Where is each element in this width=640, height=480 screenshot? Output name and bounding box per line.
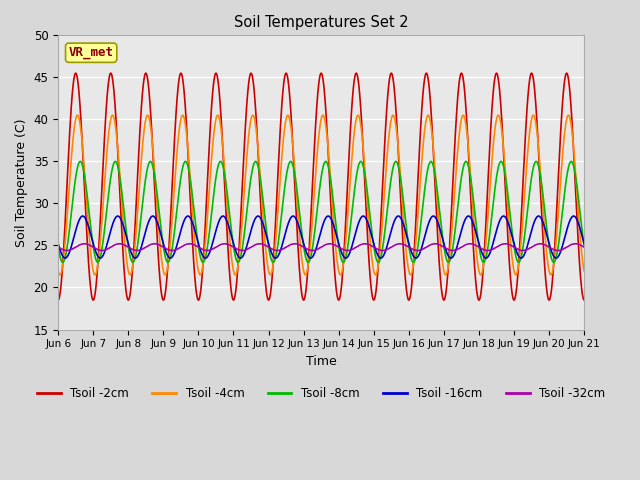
Tsoil -32cm: [63, 248, 71, 253]
Tsoil -8cm: [567, 158, 575, 164]
Tsoil -8cm: [580, 243, 588, 249]
Text: VR_met: VR_met: [68, 46, 114, 59]
Tsoil -8cm: [289, 161, 296, 167]
Tsoil -16cm: [298, 235, 306, 240]
Tsoil -2cm: [354, 75, 362, 81]
Tsoil -4cm: [289, 139, 296, 145]
Tsoil -4cm: [56, 272, 64, 278]
Tsoil -4cm: [95, 250, 103, 256]
Tsoil -16cm: [354, 222, 362, 228]
Tsoil -8cm: [116, 180, 124, 185]
Line: Tsoil -2cm: Tsoil -2cm: [58, 73, 584, 300]
Tsoil -8cm: [59, 259, 67, 265]
Tsoil -8cm: [54, 243, 62, 249]
Line: Tsoil -4cm: Tsoil -4cm: [58, 115, 584, 275]
Tsoil -4cm: [580, 268, 588, 274]
Tsoil -16cm: [54, 240, 62, 246]
Tsoil -8cm: [298, 232, 306, 238]
Tsoil -2cm: [278, 104, 285, 109]
Tsoil -16cm: [570, 213, 577, 219]
Tsoil -32cm: [580, 244, 588, 250]
Tsoil -8cm: [95, 258, 103, 264]
Tsoil -4cm: [278, 156, 285, 162]
Tsoil -4cm: [54, 268, 62, 274]
Tsoil -32cm: [572, 241, 579, 247]
Tsoil -2cm: [116, 206, 124, 212]
Tsoil -32cm: [298, 243, 306, 249]
Tsoil -4cm: [116, 183, 124, 189]
Tsoil -16cm: [95, 255, 103, 261]
Tsoil -16cm: [116, 216, 124, 222]
Tsoil -2cm: [298, 293, 306, 299]
Line: Tsoil -8cm: Tsoil -8cm: [58, 161, 584, 262]
Tsoil -16cm: [278, 244, 285, 250]
Tsoil -8cm: [278, 211, 285, 216]
Line: Tsoil -32cm: Tsoil -32cm: [58, 244, 584, 251]
Tsoil -32cm: [289, 241, 296, 247]
Tsoil -32cm: [54, 244, 62, 250]
Tsoil -4cm: [564, 112, 572, 118]
Tsoil -16cm: [61, 255, 69, 261]
Tsoil -32cm: [116, 241, 124, 247]
Tsoil -16cm: [580, 240, 588, 246]
Tsoil -2cm: [72, 70, 79, 76]
Tsoil -2cm: [289, 138, 296, 144]
X-axis label: Time: Time: [306, 355, 337, 368]
Tsoil -2cm: [580, 297, 588, 303]
Line: Tsoil -16cm: Tsoil -16cm: [58, 216, 584, 258]
Title: Soil Temperatures Set 2: Soil Temperatures Set 2: [234, 15, 408, 30]
Tsoil -32cm: [278, 247, 285, 252]
Tsoil -4cm: [354, 112, 362, 118]
Tsoil -32cm: [354, 243, 362, 249]
Legend: Tsoil -2cm, Tsoil -4cm, Tsoil -8cm, Tsoil -16cm, Tsoil -32cm: Tsoil -2cm, Tsoil -4cm, Tsoil -8cm, Tsoi…: [33, 383, 610, 405]
Tsoil -16cm: [289, 213, 296, 219]
Tsoil -8cm: [354, 166, 362, 171]
Y-axis label: Soil Temperature (C): Soil Temperature (C): [15, 118, 28, 247]
Tsoil -2cm: [54, 297, 62, 303]
Tsoil -2cm: [95, 238, 103, 244]
Tsoil -32cm: [95, 247, 103, 253]
Tsoil -4cm: [298, 258, 306, 264]
